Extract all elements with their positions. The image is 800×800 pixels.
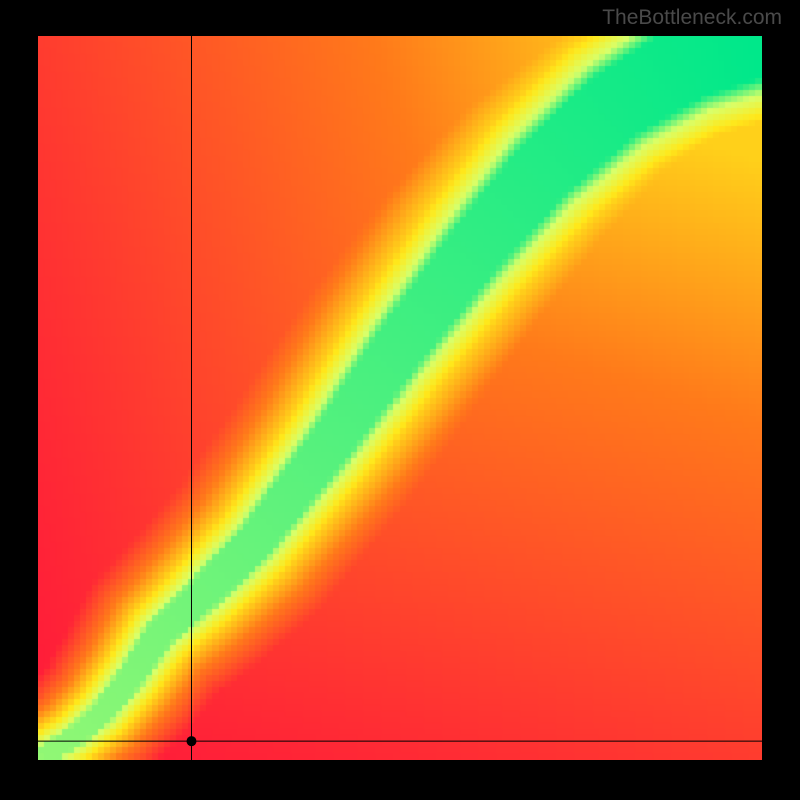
watermark-text: TheBottleneck.com <box>602 6 782 30</box>
heatmap-canvas <box>38 36 762 760</box>
plot-area <box>38 36 762 760</box>
